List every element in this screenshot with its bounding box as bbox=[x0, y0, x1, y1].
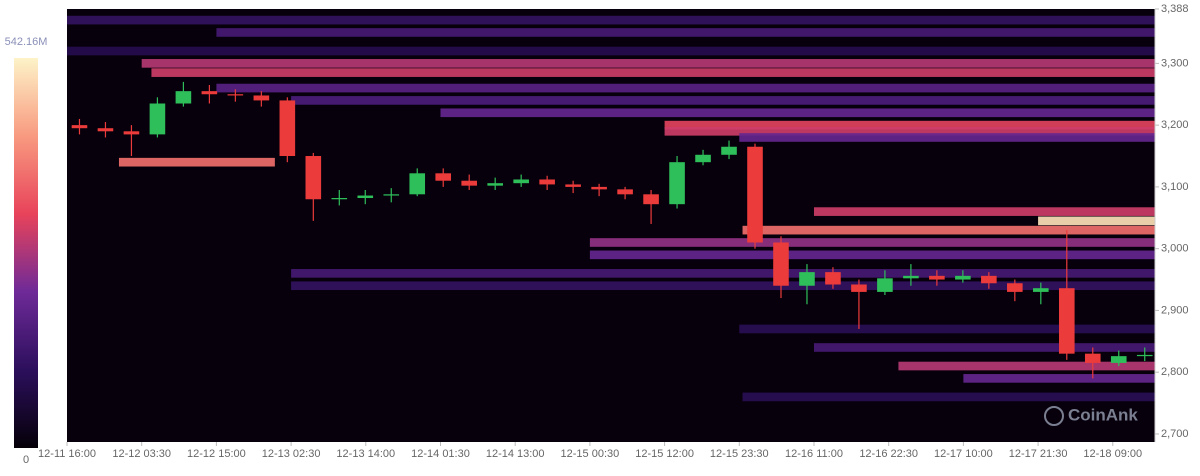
candle-body bbox=[1136, 354, 1153, 357]
y-tick-label: 3,000 bbox=[1161, 243, 1189, 255]
candle-body bbox=[565, 184, 581, 187]
heat-band bbox=[963, 374, 1155, 383]
candle-body bbox=[1007, 283, 1023, 292]
candle-body bbox=[617, 189, 633, 195]
x-tick-label: 12-15 23:30 bbox=[710, 448, 769, 460]
heat-band bbox=[67, 46, 1155, 56]
candle-body bbox=[305, 156, 322, 200]
heat-band bbox=[898, 361, 1155, 371]
x-tick-label: 12-17 21:30 bbox=[1009, 448, 1068, 460]
candle-body bbox=[1110, 356, 1127, 363]
heat-band bbox=[291, 281, 1155, 291]
candle-body bbox=[253, 95, 270, 101]
candle-body bbox=[175, 91, 192, 104]
heat-band bbox=[291, 269, 1155, 278]
heat-band bbox=[589, 250, 1155, 260]
x-tick-label: 12-16 22:30 bbox=[859, 448, 918, 460]
watermark-logo bbox=[1044, 406, 1064, 426]
heat-band bbox=[664, 120, 1155, 130]
heat-band bbox=[1038, 216, 1155, 226]
candle-body bbox=[773, 242, 789, 286]
x-tick-label: 12-17 10:00 bbox=[934, 448, 993, 460]
candle-body bbox=[669, 162, 685, 205]
candle-body bbox=[357, 195, 374, 199]
candle-body bbox=[279, 100, 296, 157]
heat-band bbox=[67, 15, 1155, 25]
candle-body bbox=[747, 146, 763, 243]
candle-body bbox=[487, 183, 503, 186]
heat-band bbox=[440, 108, 1155, 118]
heat-band bbox=[739, 133, 1155, 142]
heat-band bbox=[216, 28, 1155, 37]
y-tick-label: 3,200 bbox=[1161, 119, 1189, 131]
heat-band bbox=[589, 238, 1155, 247]
candle-body bbox=[1033, 288, 1049, 292]
candle-body bbox=[97, 128, 114, 132]
candle-body bbox=[903, 275, 919, 279]
heat-band bbox=[813, 343, 1155, 352]
candle-body bbox=[1084, 353, 1101, 363]
plot-area bbox=[67, 9, 1155, 442]
heat-band bbox=[291, 96, 1155, 105]
candle-body bbox=[643, 194, 659, 205]
candle-body bbox=[513, 179, 529, 184]
y-tick-label: 3,100 bbox=[1161, 181, 1189, 193]
heat-band bbox=[151, 68, 1155, 77]
heat-band bbox=[216, 83, 1155, 93]
heat-band bbox=[742, 225, 1155, 235]
candle-body bbox=[201, 91, 218, 95]
candle-body bbox=[435, 173, 452, 181]
candle-body bbox=[695, 154, 711, 163]
x-tick-label: 12-11 16:00 bbox=[38, 448, 96, 460]
y-tick-label: 2,900 bbox=[1161, 304, 1189, 316]
x-tick-label: 12-12 03:30 bbox=[112, 448, 171, 460]
x-tick-label: 12-14 01:30 bbox=[411, 448, 470, 460]
colorbar-max-label: 542.16M bbox=[5, 36, 48, 48]
candle-body bbox=[71, 125, 88, 129]
y-tick-label: 2,700 bbox=[1161, 428, 1189, 440]
candle-body bbox=[383, 194, 400, 196]
candle-body bbox=[1058, 288, 1075, 354]
candle-body bbox=[409, 173, 426, 195]
candle-body bbox=[331, 198, 348, 200]
x-tick-label: 12-15 12:00 bbox=[635, 448, 694, 460]
candle-body bbox=[981, 275, 997, 284]
candle-body bbox=[461, 180, 477, 186]
x-tick-label: 12-15 00:30 bbox=[561, 448, 620, 460]
candle-body bbox=[877, 278, 893, 292]
x-tick-label: 12-18 09:00 bbox=[1083, 448, 1142, 460]
candle-body bbox=[149, 103, 166, 135]
candle-body bbox=[721, 146, 737, 155]
x-tick-label: 12-13 02:30 bbox=[262, 448, 321, 460]
candle-body bbox=[227, 94, 244, 96]
y-tick-label: 3,388 bbox=[1161, 3, 1189, 15]
axes: 2,700 2,800 2,900 3,000 3,100 3,200 3,300 3,388… bbox=[38, 3, 1188, 460]
candle-body bbox=[825, 272, 841, 285]
candle-body bbox=[955, 275, 971, 280]
x-tick-label: 12-12 15:00 bbox=[187, 448, 246, 460]
colorbar-min-label: 0 bbox=[23, 454, 29, 466]
heat-band bbox=[118, 157, 275, 167]
candle-body bbox=[123, 131, 140, 135]
candle-body bbox=[539, 179, 555, 185]
y-tick-label: 2,800 bbox=[1161, 366, 1189, 378]
watermark: CoinAnk bbox=[1068, 405, 1138, 424]
candle-body bbox=[851, 284, 867, 292]
colorbar bbox=[14, 58, 38, 448]
x-tick-label: 12-14 13:00 bbox=[486, 448, 545, 460]
x-tick-label: 12-16 11:00 bbox=[785, 448, 843, 460]
y-tick-label: 3,300 bbox=[1161, 57, 1189, 69]
heat-band bbox=[739, 324, 1155, 334]
heat-band bbox=[141, 59, 1155, 68]
heat-band bbox=[742, 392, 1155, 402]
heat-band bbox=[813, 207, 1155, 216]
candle-body bbox=[929, 275, 945, 280]
candle-body bbox=[591, 186, 607, 190]
candle-body bbox=[799, 272, 815, 286]
x-tick-label: 12-13 14:00 bbox=[336, 448, 395, 460]
heat-band bbox=[664, 126, 1155, 136]
